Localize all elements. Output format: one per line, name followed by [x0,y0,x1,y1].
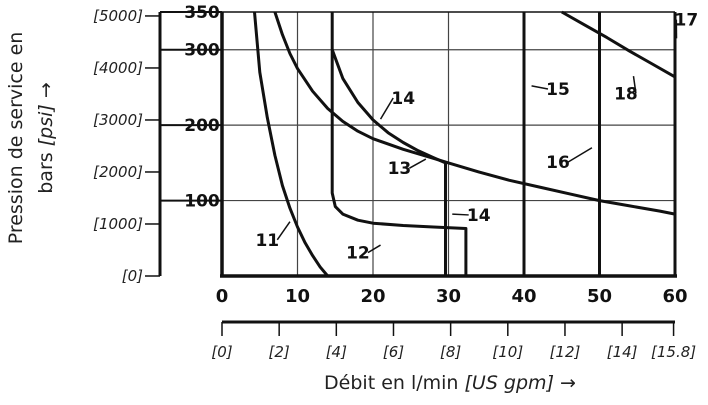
curve-leader-line [568,148,592,162]
y-tick-label-psi: [1000] [93,215,143,233]
y-axis-title-line1: Pression de service en [5,32,27,245]
x-tick-label-lmin: 40 [511,286,536,307]
y-tick-label-bar: 200 [184,116,220,136]
y-tick-label-bar: 350 [184,3,220,23]
x-tick-label-lmin: 20 [360,286,385,307]
y-tick-label-psi: [2000] [93,163,143,181]
x-tick-label-gpm: [6] [383,343,404,361]
series-line-13 [275,12,449,163]
x-tick-label-gpm: [0] [211,343,232,361]
x-tick-label-gpm: [10] [492,343,523,361]
x-tick-label-gpm: [4] [326,343,347,361]
y-axis-title-line2: bars [psi] → [35,82,57,194]
y-tick-label-psi: [0] [122,267,143,285]
x-tick-label-gpm: [12] [550,343,581,361]
series-line-18 [562,12,675,77]
curve-label: 12 [346,244,370,264]
curve-leader-line [368,245,381,253]
curve-labels: 11 12 13 14 14 15 16 17 18 [255,11,698,264]
x-tick-label-lmin: 50 [587,286,612,307]
series-group [255,12,676,276]
y-tick-label-psi: [4000] [93,59,143,77]
curve-label: 18 [614,84,638,104]
y-tick-label-psi: [5000] [93,7,143,25]
x-tick-label-gpm: [2] [269,343,290,361]
x-tick-label-gpm: [8] [440,343,461,361]
curve-label: 14 [391,89,415,109]
y-tick-label-bar: 100 [184,192,220,212]
x-tick-label-gpm: [15.8] [651,343,696,361]
y-axis-title-arrow: → [35,82,57,104]
curve-label: 15 [546,80,570,100]
x-axis-title-arrow: → [554,372,576,394]
x-tick-label-lmin: 30 [436,286,461,307]
x-axis-title: Débit en l/min [US gpm] → [324,372,576,394]
x-tick-label-lmin: 60 [662,286,687,307]
x-axis-title-pre: Débit en l/min [324,372,464,394]
curve-leader-line [277,222,290,240]
axes: 100200300350[0][1000][2000][3000][4000][… [93,3,696,361]
x-tick-label-lmin: 0 [216,286,229,307]
x-axis-title-unit: [US gpm] [465,372,554,394]
y-axis-title-pre: bars [35,146,57,193]
y-tick-label-psi: [3000] [93,111,143,129]
y-axis-title-unit: [psi] [35,104,57,146]
x-tick-label-lmin: 10 [285,286,310,307]
curve-label: 16 [546,153,570,173]
y-tick-label-bar: 300 [184,41,220,61]
curve-label: 11 [255,231,279,251]
x-tick-label-gpm: [14] [607,343,638,361]
curve-label: 17 [674,11,698,31]
curve-label: 13 [388,159,412,179]
curve-label: 14 [467,206,491,226]
curve-leader-line [409,159,425,168]
